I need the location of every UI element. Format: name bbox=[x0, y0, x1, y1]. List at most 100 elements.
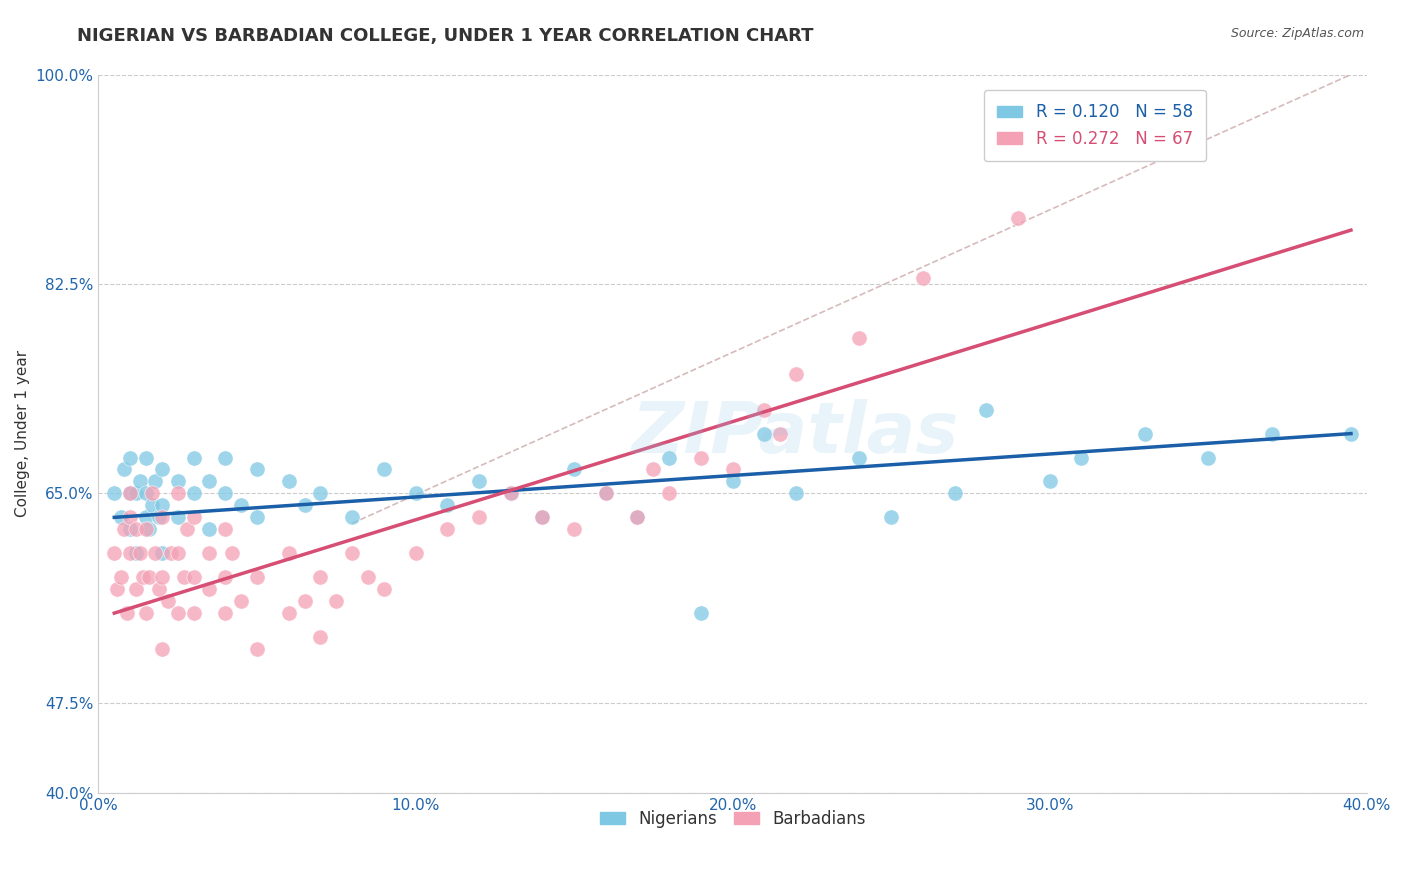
Point bbox=[246, 510, 269, 524]
Point bbox=[373, 462, 395, 476]
Point bbox=[145, 475, 167, 489]
Point bbox=[785, 486, 807, 500]
Point bbox=[145, 546, 167, 560]
Point bbox=[110, 570, 132, 584]
Point bbox=[150, 499, 173, 513]
Point bbox=[229, 594, 252, 608]
Point bbox=[150, 570, 173, 584]
Point bbox=[198, 522, 221, 536]
Y-axis label: College, Under 1 year: College, Under 1 year bbox=[15, 350, 30, 517]
Point bbox=[595, 486, 617, 500]
Point bbox=[166, 486, 188, 500]
Point bbox=[157, 594, 180, 608]
Point bbox=[848, 331, 870, 345]
Point bbox=[769, 426, 792, 441]
Point bbox=[658, 486, 681, 500]
Point bbox=[340, 510, 363, 524]
Point bbox=[115, 606, 138, 620]
Point bbox=[309, 486, 332, 500]
Point bbox=[848, 450, 870, 465]
Point bbox=[1133, 426, 1156, 441]
Point bbox=[229, 499, 252, 513]
Point bbox=[690, 450, 713, 465]
Point bbox=[373, 582, 395, 597]
Point bbox=[214, 450, 236, 465]
Point bbox=[562, 462, 585, 476]
Point bbox=[626, 510, 648, 524]
Point bbox=[294, 499, 316, 513]
Point bbox=[141, 486, 163, 500]
Text: Source: ZipAtlas.com: Source: ZipAtlas.com bbox=[1230, 27, 1364, 40]
Point bbox=[135, 606, 157, 620]
Point bbox=[1340, 426, 1362, 441]
Point bbox=[754, 426, 776, 441]
Point bbox=[160, 546, 183, 560]
Point bbox=[125, 486, 148, 500]
Point bbox=[198, 475, 221, 489]
Point bbox=[690, 606, 713, 620]
Point bbox=[405, 486, 427, 500]
Point bbox=[405, 546, 427, 560]
Point bbox=[468, 475, 491, 489]
Point bbox=[183, 450, 205, 465]
Point bbox=[183, 570, 205, 584]
Point bbox=[120, 510, 142, 524]
Point bbox=[277, 475, 299, 489]
Point bbox=[110, 510, 132, 524]
Point bbox=[141, 499, 163, 513]
Point bbox=[1007, 211, 1029, 226]
Point bbox=[595, 486, 617, 500]
Point bbox=[436, 499, 458, 513]
Point bbox=[148, 510, 170, 524]
Point bbox=[531, 510, 554, 524]
Point bbox=[499, 486, 522, 500]
Point bbox=[128, 475, 150, 489]
Point bbox=[246, 570, 269, 584]
Point bbox=[135, 510, 157, 524]
Point bbox=[721, 462, 744, 476]
Point bbox=[166, 510, 188, 524]
Point bbox=[103, 486, 125, 500]
Point bbox=[112, 522, 135, 536]
Legend: Nigerians, Barbadians: Nigerians, Barbadians bbox=[593, 804, 872, 835]
Point bbox=[214, 606, 236, 620]
Point bbox=[120, 486, 142, 500]
Point bbox=[221, 546, 243, 560]
Point bbox=[125, 522, 148, 536]
Point bbox=[357, 570, 380, 584]
Point bbox=[198, 546, 221, 560]
Point bbox=[183, 606, 205, 620]
Point bbox=[911, 271, 934, 285]
Point bbox=[173, 570, 195, 584]
Point bbox=[277, 606, 299, 620]
Point bbox=[128, 546, 150, 560]
Point bbox=[277, 546, 299, 560]
Point bbox=[294, 594, 316, 608]
Point bbox=[176, 522, 198, 536]
Point bbox=[135, 450, 157, 465]
Point bbox=[1260, 426, 1282, 441]
Point bbox=[125, 582, 148, 597]
Point bbox=[166, 546, 188, 560]
Point bbox=[436, 522, 458, 536]
Point bbox=[107, 582, 129, 597]
Point bbox=[562, 522, 585, 536]
Text: ZIPatlas: ZIPatlas bbox=[633, 399, 960, 468]
Point bbox=[138, 522, 160, 536]
Point bbox=[198, 582, 221, 597]
Point bbox=[1197, 450, 1219, 465]
Point bbox=[166, 475, 188, 489]
Point bbox=[658, 450, 681, 465]
Point bbox=[246, 462, 269, 476]
Point bbox=[125, 546, 148, 560]
Point bbox=[120, 486, 142, 500]
Point bbox=[531, 510, 554, 524]
Point bbox=[166, 606, 188, 620]
Point bbox=[880, 510, 903, 524]
Point bbox=[214, 570, 236, 584]
Point bbox=[325, 594, 347, 608]
Point bbox=[974, 402, 997, 417]
Point bbox=[754, 402, 776, 417]
Point bbox=[309, 630, 332, 644]
Point bbox=[246, 642, 269, 657]
